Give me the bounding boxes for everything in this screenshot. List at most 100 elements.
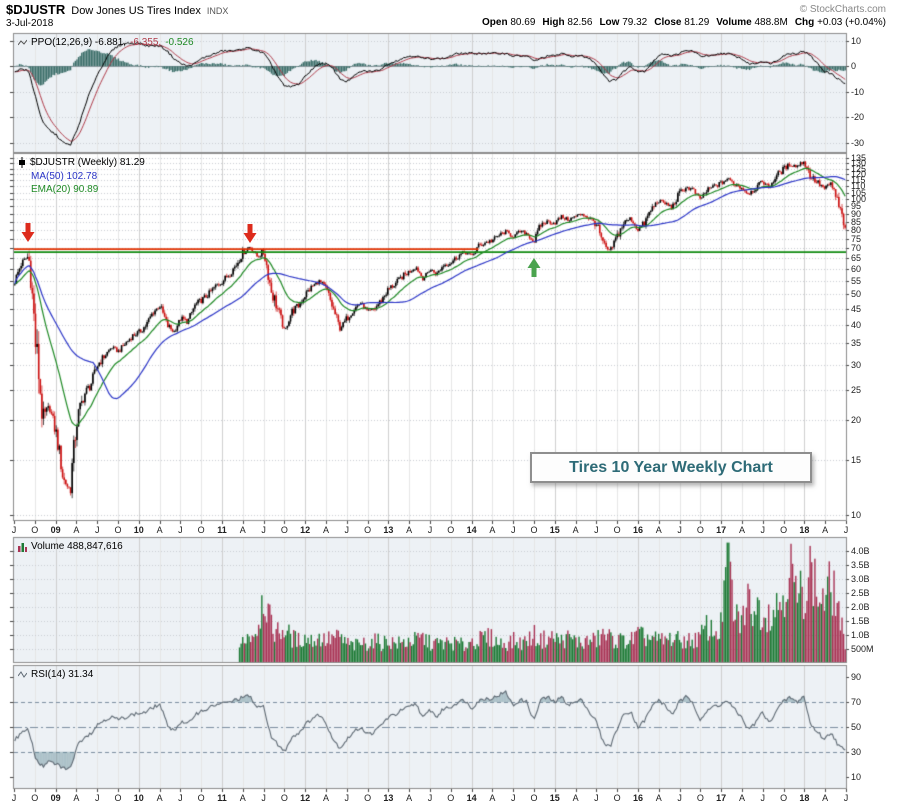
x-axis-tick-label: J bbox=[344, 793, 350, 803]
ppo-line-icon bbox=[18, 38, 27, 47]
x-axis-tick-label: O bbox=[447, 793, 455, 803]
price-y-tick-label: 85 bbox=[851, 216, 862, 227]
x-axis-tick-label: J bbox=[427, 793, 433, 803]
x-axis-tick-label: 09 bbox=[50, 793, 61, 803]
x-axis-tick-label: O bbox=[613, 793, 621, 803]
x-axis-tick-label: 12 bbox=[300, 793, 311, 803]
price-y-tick-label: 40 bbox=[851, 320, 862, 331]
x-axis-tick-label: J bbox=[427, 525, 433, 535]
low-value: 79.32 bbox=[622, 17, 648, 28]
x-axis-tick-label: A bbox=[822, 793, 829, 803]
ppo-signal-value: -6.355, bbox=[130, 37, 162, 48]
x-axis-tick-label: J bbox=[760, 525, 766, 535]
x-axis-tick-label: 11 bbox=[217, 525, 227, 535]
x-axis-tick-label: A bbox=[239, 793, 246, 803]
price-y-tick-label: 135 bbox=[851, 152, 867, 163]
index-name: Dow Jones US Tires Index bbox=[71, 5, 201, 17]
price-y-tick-label: 10 bbox=[851, 510, 862, 521]
x-axis-tick-label: J bbox=[94, 525, 100, 535]
copyright-label: © StockCharts.com bbox=[799, 4, 886, 15]
quote-close: Close 81.29 bbox=[654, 17, 709, 28]
candlestick-icon bbox=[18, 157, 26, 168]
volume-y-tick-label: 1.5B bbox=[851, 616, 870, 626]
price-y-tick-label: 30 bbox=[851, 359, 862, 370]
x-axis-tick-label: 14 bbox=[466, 525, 477, 535]
x-axis-tick-label: A bbox=[406, 793, 413, 803]
ppo-y-tick-label: -10 bbox=[851, 86, 865, 97]
ppo-hist-value: -0.526 bbox=[165, 37, 194, 48]
x-axis-tick-label: O bbox=[696, 525, 704, 535]
x-axis-tick-label: O bbox=[280, 525, 288, 535]
x-axis-tick-label: 12 bbox=[300, 525, 311, 535]
volume-y-tick-label: 3.5B bbox=[851, 560, 870, 570]
rsi-line-icon bbox=[18, 670, 27, 679]
volume-value: 488.8M bbox=[754, 17, 788, 28]
x-axis-tick-label: 14 bbox=[466, 793, 477, 803]
price-legend: $DJUSTR (Weekly) 81.29 bbox=[18, 157, 145, 168]
x-axis-tick-label: A bbox=[73, 525, 80, 535]
x-axis-tick-label: O bbox=[780, 793, 788, 803]
x-axis-tick-label: O bbox=[364, 525, 372, 535]
x-axis-tick-label: O bbox=[613, 525, 621, 535]
x-axis-tick-label: J bbox=[178, 793, 183, 803]
price-y-tick-label: 15 bbox=[851, 454, 862, 465]
price-y-tick-label: 45 bbox=[851, 303, 862, 314]
x-axis-tick-label: J bbox=[344, 525, 350, 535]
support-arrow-icon bbox=[527, 258, 541, 278]
low-label: Low bbox=[599, 17, 620, 28]
x-axis-tick-label: O bbox=[114, 525, 122, 535]
rsi-y-tick-label: 70 bbox=[851, 697, 862, 708]
x-axis-tick-label: 10 bbox=[133, 525, 144, 535]
price-y-tick-label: 80 bbox=[851, 224, 862, 235]
rsi-panel-label: RSI(14) 31.34 bbox=[31, 669, 94, 680]
x-axis-tick-label: A bbox=[239, 525, 246, 535]
price-y-tick-label: 100 bbox=[851, 194, 867, 205]
quote-chg: Chg +0.03 (+0.04%) bbox=[795, 17, 886, 28]
x-axis-tick-label: J bbox=[178, 525, 183, 535]
chart-header: $DJUSTR Dow Jones US Tires Index INDX bbox=[6, 2, 228, 17]
chart-date: 3-Jul-2018 bbox=[6, 18, 54, 29]
volume-bars-icon bbox=[18, 542, 27, 552]
ppo-y-tick-label: -20 bbox=[851, 112, 865, 123]
x-axis-tick-label: 09 bbox=[50, 525, 61, 535]
price-label: $DJUSTR (Weekly) 81.29 bbox=[30, 157, 145, 168]
x-axis-tick-label: O bbox=[364, 793, 372, 803]
x-axis-tick-label: A bbox=[322, 793, 330, 803]
x-axis-tick-label: A bbox=[822, 525, 829, 535]
x-axis-tick-label: A bbox=[738, 525, 746, 535]
price-y-tick-label: 25 bbox=[851, 384, 862, 395]
volume-y-tick-label: 4.0B bbox=[851, 546, 870, 556]
x-axis-tick-label: A bbox=[655, 525, 662, 535]
x-axis-tick-label: 18 bbox=[799, 793, 810, 803]
x-axis-tick-label: 17 bbox=[716, 793, 727, 803]
price-y-tick-label: 50 bbox=[851, 289, 862, 300]
price-y-tick-label: 125 bbox=[851, 163, 867, 174]
volume-y-tick-label: 500M bbox=[851, 644, 874, 654]
x-axis-tick-label: J bbox=[594, 525, 599, 535]
volume-y-tick-label: 1.0B bbox=[851, 630, 870, 640]
rsi-y-tick-label: 90 bbox=[851, 672, 862, 683]
x-axis-tick-label: J bbox=[11, 793, 17, 803]
high-label: High bbox=[542, 17, 565, 28]
rsi-legend: RSI(14) 31.34 bbox=[18, 669, 93, 680]
x-axis-tick-label: 10 bbox=[133, 793, 144, 803]
rsi-y-tick-label: 30 bbox=[851, 746, 862, 757]
price-y-tick-label: 70 bbox=[851, 243, 862, 254]
price-y-tick-label: 90 bbox=[851, 208, 862, 219]
ppo-y-tick-label: -30 bbox=[851, 137, 865, 148]
volume-y-tick-label: 2.0B bbox=[851, 602, 870, 612]
x-axis-tick-label: J bbox=[594, 793, 599, 803]
quote-volume: Volume 488.8M bbox=[716, 17, 788, 28]
price-y-tick-label: 75 bbox=[851, 233, 862, 244]
price-y-tick-label: 105 bbox=[851, 187, 867, 198]
quote-high: High 82.56 bbox=[542, 17, 592, 28]
x-axis-tick-label: A bbox=[156, 793, 163, 803]
x-axis-tick-label: O bbox=[530, 525, 538, 535]
x-axis-tick-label: 15 bbox=[549, 525, 560, 535]
x-axis-tick-label: J bbox=[261, 525, 266, 535]
x-axis-tick-label: 16 bbox=[632, 525, 644, 535]
chg-value: +0.03 (+0.04%) bbox=[817, 17, 886, 28]
x-axis-tick-label: 16 bbox=[632, 793, 644, 803]
quote-low: Low 79.32 bbox=[599, 17, 647, 28]
